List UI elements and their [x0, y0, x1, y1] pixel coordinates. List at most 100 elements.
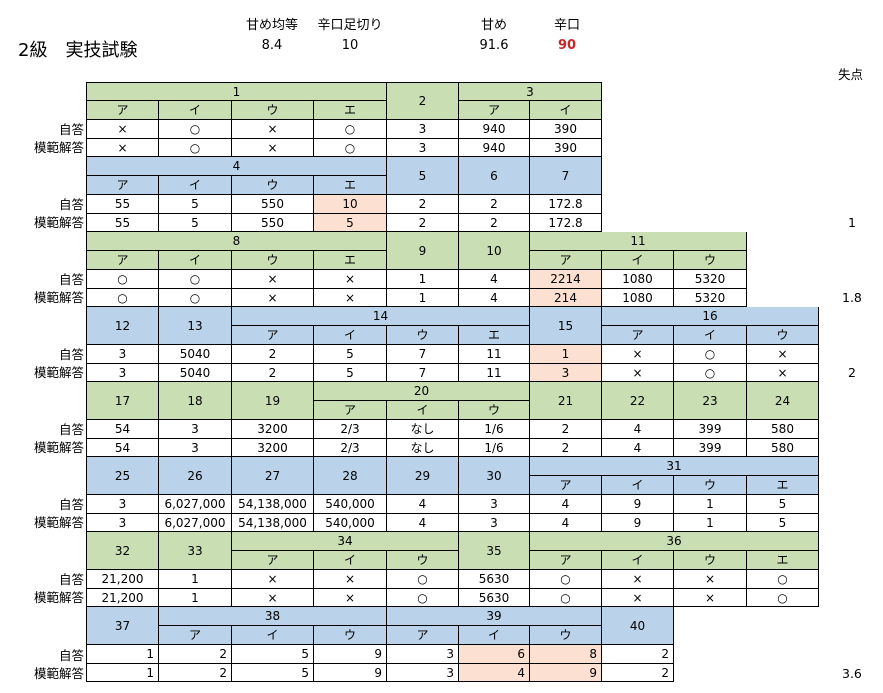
model-answer-cell: ×	[602, 589, 674, 607]
sub-header-u: ウ	[314, 626, 387, 645]
answer-cell: ×	[314, 570, 387, 589]
answer-cell: ○	[159, 120, 232, 139]
sub-header-i: イ	[314, 551, 387, 570]
model-answer-cell: 2	[232, 364, 314, 382]
sub-header-i: イ	[159, 251, 232, 270]
sub-header-i: イ	[602, 476, 674, 495]
sub-header-a: ア	[232, 326, 314, 345]
sub-header-u: ウ	[387, 551, 459, 570]
model-answer-cell: 21,200	[86, 589, 159, 607]
model-answer-cell: 4	[602, 439, 674, 457]
sub-header-u: ウ	[674, 551, 747, 570]
answer-cell: 1/6	[459, 420, 530, 439]
sub-header-a: ア	[314, 401, 387, 420]
model-answer-cell: 6,027,000	[159, 514, 232, 532]
karakuchi-cutoff-label: 辛口足切り	[317, 18, 383, 33]
answer-cell: ×	[232, 270, 314, 289]
model-answer-cell: 3	[387, 139, 459, 157]
self-answer-label: 自答	[58, 497, 84, 512]
answer-cell: ○	[86, 270, 159, 289]
model-answer-cell: 7	[387, 364, 459, 382]
model-answer-cell: ×	[314, 589, 387, 607]
question-19-header: 19	[232, 382, 314, 420]
answer-cell: ○	[314, 120, 387, 139]
answer-cell: 399	[674, 420, 747, 439]
answer-cell-incorrect: 1	[530, 345, 602, 364]
answer-cell: 4	[459, 270, 530, 289]
answer-cell: ×	[674, 570, 747, 589]
question-28-header: 28	[314, 457, 387, 495]
sub-header-a: ア	[459, 101, 530, 120]
answer-cell: 5	[314, 345, 387, 364]
question-16-header: 16	[602, 307, 819, 326]
answer-cell: 9	[314, 645, 387, 664]
page-title: 2級 実技試験	[18, 40, 138, 61]
self-answer-label: 自答	[58, 572, 84, 587]
model-answer-cell: ×	[86, 139, 159, 157]
model-answer-cell: 540,000	[314, 514, 387, 532]
model-answer-cell: 1	[387, 289, 459, 307]
answer-cell: 54,138,000	[232, 495, 314, 514]
question-9-header: 9	[387, 232, 459, 270]
model-answer-cell: 5	[232, 664, 314, 682]
sub-header-i: イ	[314, 326, 387, 345]
answer-cell: 5040	[159, 345, 232, 364]
model-answer-cell: 54	[86, 439, 159, 457]
sub-header-i: イ	[387, 401, 459, 420]
question-11-header: 11	[530, 232, 747, 251]
sub-header-a: ア	[602, 326, 674, 345]
self-answer-label: 自答	[58, 272, 84, 287]
model-answer-cell: 5	[159, 214, 232, 232]
model-answer-cell: 3	[86, 514, 159, 532]
question-5-header: 5	[387, 157, 459, 195]
sub-header-a: ア	[530, 551, 602, 570]
model-answer-cell-highlight: 214	[530, 289, 602, 307]
answer-cell: 1	[674, 495, 747, 514]
self-answer-label: 自答	[58, 422, 84, 437]
answer-cell: ○	[747, 570, 819, 589]
model-answer-cell: 4	[387, 514, 459, 532]
model-answer-cell: 580	[747, 439, 819, 457]
answer-cell: 580	[747, 420, 819, 439]
answer-cell: ×	[232, 570, 314, 589]
question-18-header: 18	[159, 382, 232, 420]
question-24-header: 24	[747, 382, 819, 420]
sub-header-a: ア	[387, 626, 459, 645]
model-answer-label: 模範解答	[33, 666, 84, 681]
answer-cell: 54	[86, 420, 159, 439]
answer-cell: 3	[387, 645, 459, 664]
model-answer-cell: 1	[86, 664, 159, 682]
question-29-header: 29	[387, 457, 459, 495]
sub-header-a: ア	[86, 176, 159, 195]
answer-cell: ○	[387, 570, 459, 589]
amame-label: 甘め	[480, 18, 507, 33]
model-answer-cell: 4	[459, 289, 530, 307]
model-answer-cell: ×	[314, 289, 387, 307]
answer-cell-incorrect: 10	[314, 195, 387, 214]
answer-cell: 2	[159, 645, 232, 664]
question-21-header: 21	[530, 382, 602, 420]
answer-cell: 5630	[459, 570, 530, 589]
sub-header-a: ア	[159, 626, 232, 645]
karakuchi-score-label: 辛口	[553, 18, 580, 33]
answer-cell: 940	[459, 120, 530, 139]
answer-cell: ×	[86, 120, 159, 139]
answer-cell: 3200	[232, 420, 314, 439]
model-answer-cell-highlight: 9	[530, 664, 602, 682]
model-answer-cell: 5040	[159, 364, 232, 382]
model-answer-cell: 390	[530, 139, 602, 157]
answer-cell: 4	[602, 420, 674, 439]
model-answer-cell: 11	[459, 364, 530, 382]
question-39-header: 39	[387, 607, 602, 626]
model-answer-cell: ○	[674, 364, 747, 382]
model-answer-label: 模範解答	[33, 365, 84, 380]
model-answer-cell: 2	[530, 439, 602, 457]
question-4-header: 4	[86, 157, 387, 176]
answer-cell: 5320	[674, 270, 747, 289]
model-answer-cell: ○	[159, 289, 232, 307]
model-answer-cell-highlight: 4	[459, 664, 530, 682]
answer-cell: ○	[674, 345, 747, 364]
answer-cell: 7	[387, 345, 459, 364]
model-answer-cell: 5	[747, 514, 819, 532]
question-37-header: 37	[86, 607, 159, 645]
